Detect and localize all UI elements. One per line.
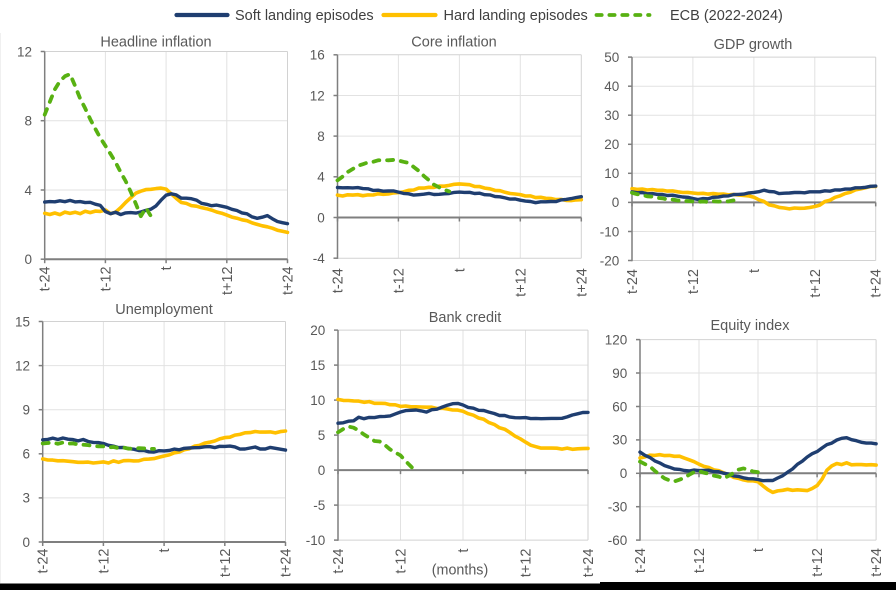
svg-text:t-24: t-24: [633, 548, 649, 573]
svg-text:20: 20: [310, 323, 325, 338]
svg-text:t+24: t+24: [869, 269, 885, 298]
svg-text:16: 16: [310, 48, 325, 63]
svg-text:4: 4: [317, 170, 325, 185]
svg-text:t+24: t+24: [869, 548, 885, 577]
svg-text:t: t: [452, 268, 468, 272]
svg-text:t+24: t+24: [281, 266, 297, 295]
svg-text:6: 6: [22, 447, 30, 462]
svg-text:9: 9: [22, 403, 30, 418]
svg-text:-5: -5: [313, 498, 325, 513]
svg-text:120: 120: [605, 332, 628, 347]
svg-text:15: 15: [310, 358, 325, 373]
svg-text:t: t: [456, 549, 472, 553]
svg-text:0: 0: [620, 466, 628, 481]
svg-text:5: 5: [318, 428, 326, 443]
svg-text:90: 90: [612, 366, 627, 381]
svg-text:12: 12: [15, 358, 30, 373]
svg-text:3: 3: [22, 491, 30, 506]
svg-text:-10: -10: [600, 224, 620, 239]
svg-text:30: 30: [604, 108, 619, 123]
svg-text:t: t: [751, 548, 767, 552]
svg-text:Equity index: Equity index: [711, 318, 791, 334]
svg-text:-4: -4: [313, 251, 325, 266]
svg-text:10: 10: [310, 393, 325, 408]
svg-text:t: t: [747, 269, 763, 273]
svg-text:-20: -20: [600, 253, 620, 268]
svg-text:-60: -60: [608, 533, 628, 548]
svg-text:t-12: t-12: [96, 549, 112, 574]
svg-text:0: 0: [318, 463, 326, 478]
svg-text:8: 8: [317, 129, 325, 144]
svg-text:4: 4: [24, 183, 32, 198]
svg-text:10: 10: [604, 166, 619, 181]
svg-text:t-24: t-24: [625, 269, 641, 294]
svg-text:12: 12: [17, 44, 32, 59]
svg-text:GDP growth: GDP growth: [714, 37, 793, 53]
svg-text:60: 60: [612, 399, 627, 414]
svg-text:Unemployment: Unemployment: [115, 302, 213, 318]
svg-text:t-24: t-24: [36, 549, 52, 574]
svg-text:20: 20: [604, 137, 619, 152]
svg-text:40: 40: [604, 79, 619, 94]
svg-text:8: 8: [24, 114, 32, 129]
svg-text:t+12: t+12: [513, 268, 529, 297]
svg-text:0: 0: [24, 252, 32, 267]
svg-text:-30: -30: [608, 500, 628, 515]
svg-text:(months): (months): [432, 563, 488, 579]
svg-text:15: 15: [15, 314, 30, 329]
svg-text:t-24: t-24: [331, 268, 347, 293]
svg-text:Core inflation: Core inflation: [411, 35, 496, 51]
svg-text:Soft landing episodes: Soft landing episodes: [235, 8, 374, 24]
svg-text:t+24: t+24: [574, 268, 590, 297]
svg-text:Bank credit: Bank credit: [429, 310, 502, 326]
svg-text:t+24: t+24: [279, 549, 295, 578]
svg-text:ECB (2022-2024): ECB (2022-2024): [670, 8, 783, 24]
svg-text:t-12: t-12: [98, 266, 114, 291]
svg-text:12: 12: [310, 88, 325, 103]
svg-text:0: 0: [317, 210, 325, 225]
svg-text:t-24: t-24: [38, 266, 54, 291]
svg-text:Hard landing episodes: Hard landing episodes: [444, 8, 588, 24]
svg-text:t+12: t+12: [810, 548, 826, 577]
svg-text:t: t: [159, 266, 175, 270]
svg-text:30: 30: [612, 433, 627, 448]
svg-text:t+24: t+24: [581, 549, 597, 578]
svg-text:t: t: [157, 549, 173, 553]
svg-text:t+12: t+12: [808, 269, 824, 298]
svg-text:Headline inflation: Headline inflation: [100, 35, 211, 51]
svg-text:50: 50: [604, 50, 619, 65]
svg-text:t+12: t+12: [519, 549, 535, 578]
svg-text:-10: -10: [306, 533, 326, 548]
svg-text:t-12: t-12: [692, 548, 708, 573]
svg-text:t-12: t-12: [686, 269, 702, 294]
svg-text:t-24: t-24: [331, 549, 347, 574]
svg-text:0: 0: [22, 535, 30, 550]
svg-text:t+12: t+12: [220, 266, 236, 295]
svg-text:0: 0: [612, 195, 620, 210]
svg-text:t-12: t-12: [391, 268, 407, 293]
svg-text:t+12: t+12: [218, 549, 234, 578]
svg-text:t-12: t-12: [394, 549, 410, 574]
